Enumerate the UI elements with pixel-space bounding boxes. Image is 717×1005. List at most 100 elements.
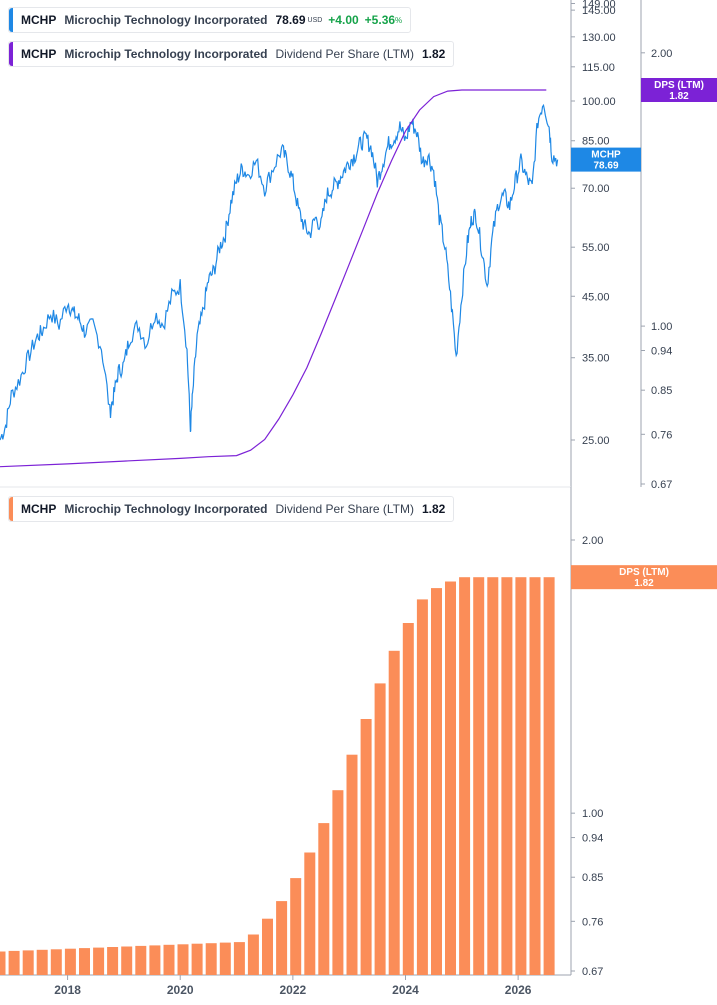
dps-bar-32[interactable] (445, 581, 456, 976)
legend-price-swatch (9, 8, 13, 32)
price-flag-label: MCHP (591, 150, 621, 161)
dps-flag-bottom-label: DPS (LTM) (619, 567, 669, 578)
legend-dps-bottom-name: Microchip Technology Incorporated (64, 502, 268, 516)
price-tick-label-8: 130.00 (582, 32, 616, 44)
dps-bottom-tick-label-0: 0.67 (582, 966, 603, 978)
dps-bar-24[interactable] (332, 790, 344, 975)
dps-top-tick-label-4: 1.00 (651, 321, 672, 333)
dps-bar-30[interactable] (416, 599, 428, 975)
dps-flag-top (641, 78, 717, 102)
dps-bottom-tick-label-4: 1.00 (582, 808, 603, 820)
price-tick-label-5: 85.00 (582, 136, 610, 148)
dps-bar-6[interactable] (79, 948, 90, 975)
dps-series-line[interactable] (0, 89, 547, 468)
legend-dps-top-swatch (9, 42, 13, 66)
legend-dps-top-name: Microchip Technology Incorporated (64, 47, 268, 61)
dps-bar-26[interactable] (360, 719, 372, 975)
dps-bar-29[interactable] (402, 623, 414, 975)
dps-bar-14[interactable] (191, 943, 203, 975)
dps-bar-33[interactable] (459, 577, 471, 975)
price-tick-label-7: 115.00 (582, 62, 615, 74)
dps-bar-18[interactable] (247, 934, 259, 976)
dps-axis-ticks-top: 0.67 0.76 0.85 0.94 1.00 2.00 (641, 48, 672, 491)
legend-dps-bottom-value: 1.82 (421, 502, 446, 516)
price-flag-value: 78.69 (593, 161, 618, 172)
dps-bar-15[interactable] (205, 943, 217, 975)
dps-bar-38[interactable] (529, 577, 541, 975)
price-tick-label-4: 70.00 (582, 183, 610, 195)
x-tick-label-0: 2018 (54, 983, 81, 997)
dps-top-tick-label-1: 0.76 (651, 429, 672, 441)
dps-bar-8[interactable] (107, 947, 119, 975)
dps-bar-9[interactable] (121, 946, 133, 976)
dps-bar-7[interactable] (93, 947, 105, 975)
dps-bar-31[interactable] (431, 588, 442, 975)
dps-bar-3[interactable] (36, 949, 48, 975)
dps-top-tick-label-2: 0.85 (651, 385, 672, 397)
dps-bars (0, 577, 555, 975)
dps-bar-0[interactable] (0, 951, 6, 976)
dps-bar-35[interactable] (487, 577, 499, 975)
price-tick-label-6: 100.00 (582, 96, 616, 108)
legend-dps-top[interactable]: MCHP Microchip Technology Incorporated D… (8, 41, 455, 67)
dps-bar-17[interactable] (233, 942, 245, 975)
dps-bar-28[interactable] (388, 650, 400, 975)
price-tick-label-2: 45.00 (582, 291, 610, 303)
x-tick-label-1: 2020 (167, 983, 194, 997)
x-axis-ticks: 2018 2020 2022 2024 2026 (54, 975, 532, 997)
dps-bar-1[interactable] (8, 950, 20, 975)
dps-bottom-tick-label-1: 0.76 (582, 916, 603, 928)
dps-top-tick-label-5: 2.00 (651, 48, 672, 60)
dps-bar-20[interactable] (276, 901, 288, 975)
dps-bar-36[interactable] (501, 577, 513, 975)
x-tick-label-3: 2024 (392, 983, 419, 997)
legend-dps-top-ticker: MCHP (21, 47, 57, 61)
price-tick-label-0: 25.00 (582, 435, 610, 447)
price-tick-label-9: 145.00 (582, 5, 616, 17)
legend-dps-bottom[interactable]: MCHP Microchip Technology Incorporated D… (8, 496, 455, 522)
dps-flag-top-label: DPS (LTM) (654, 80, 704, 91)
dps-bottom-tick-label-2: 0.85 (582, 872, 603, 884)
dps-bar-12[interactable] (163, 944, 175, 975)
dps-bar-16[interactable] (219, 942, 231, 975)
dps-bar-11[interactable] (149, 945, 161, 975)
price-tick-label-1: 35.00 (582, 353, 610, 365)
dps-bar-37[interactable] (515, 577, 527, 975)
dps-bar-21[interactable] (290, 878, 302, 975)
dps-bar-10[interactable] (135, 945, 147, 975)
legend-price-change-pct: +5.36 (364, 13, 396, 27)
legend-price-pct-sign: % (395, 15, 403, 25)
dps-flag-bottom-value: 1.82 (634, 578, 654, 589)
legend-price-currency: USD (307, 16, 323, 24)
legend-price-name: Microchip Technology Incorporated (64, 13, 268, 27)
dps-flag-bottom (571, 565, 717, 590)
dps-flag-top-value: 1.82 (669, 91, 689, 102)
x-tick-label-4: 2026 (505, 983, 532, 997)
price-axis-ticks: 25.00 35.00 45.00 55.00 70.00 85.00 100.00 115.… (571, 0, 616, 447)
legend-dps-top-series: Dividend Per Share (LTM) (275, 47, 414, 61)
dps-bar-2[interactable] (22, 950, 34, 975)
legend-price-change: +4.00 (328, 13, 359, 27)
dps-bottom-tick-label-5: 2.00 (582, 535, 603, 547)
price-series-line[interactable] (0, 103, 559, 441)
legend-dps-top-value: 1.82 (421, 47, 446, 61)
x-tick-label-2: 2022 (280, 983, 307, 997)
dps-bar-13[interactable] (177, 944, 189, 975)
dps-bar-4[interactable] (50, 949, 62, 975)
legend-price[interactable]: MCHP Microchip Technology Incorporated 7… (8, 7, 412, 33)
dps-bar-23[interactable] (318, 823, 330, 975)
dps-bar-22[interactable] (304, 852, 316, 976)
legend-price-ticker: MCHP (21, 13, 57, 27)
dps-bar-5[interactable] (64, 948, 76, 975)
dps-top-tick-label-0: 0.67 (651, 479, 672, 491)
dps-bar-34[interactable] (473, 577, 485, 975)
dps-axis-ticks-bottom: 0.67 0.76 0.85 0.94 1.00 2.00 (571, 535, 603, 978)
dps-bar-25[interactable] (346, 754, 358, 975)
dps-bar-27[interactable] (374, 683, 386, 975)
dps-bar-19[interactable] (262, 918, 273, 975)
dps-bottom-tick-label-3: 0.94 (582, 833, 603, 845)
dps-top-tick-label-3: 0.94 (651, 345, 672, 357)
dps-bar-39[interactable] (543, 577, 555, 975)
